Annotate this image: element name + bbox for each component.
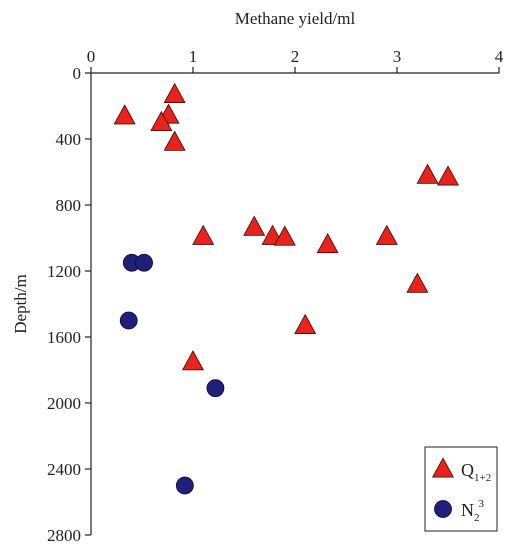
y-tick-label: 0 bbox=[73, 64, 82, 83]
legend-label: N23 bbox=[461, 498, 485, 524]
data-points bbox=[113, 82, 460, 495]
x-tick-label: 2 bbox=[291, 47, 300, 66]
triangle-point bbox=[294, 313, 317, 334]
y-tick-label: 2000 bbox=[47, 394, 81, 413]
x-tick-label: 4 bbox=[495, 47, 504, 66]
circle-point bbox=[119, 311, 138, 330]
x-tick-label: 3 bbox=[393, 47, 402, 66]
y-tick-label: 1200 bbox=[47, 262, 81, 281]
triangle-point bbox=[375, 224, 398, 245]
y-tick-label: 800 bbox=[56, 196, 82, 215]
y-tick-label: 2800 bbox=[47, 526, 81, 545]
triangle-point bbox=[163, 130, 186, 151]
triangle-point bbox=[150, 110, 173, 131]
y-axis-label: Depth/m bbox=[11, 274, 30, 334]
legend-circle-icon bbox=[434, 500, 452, 518]
circle-point bbox=[175, 476, 194, 495]
triangle-point bbox=[243, 215, 266, 236]
circle-point bbox=[135, 253, 153, 272]
triangle-point bbox=[273, 225, 296, 246]
circle-point bbox=[206, 379, 225, 398]
legend: Q1+2 N23 bbox=[424, 446, 498, 532]
y-tick-label: 1600 bbox=[47, 328, 81, 347]
x-tick-label: 0 bbox=[87, 47, 96, 66]
x-tick-label: 1 bbox=[189, 47, 198, 66]
triangle-point bbox=[316, 232, 339, 254]
triangle-point bbox=[192, 224, 215, 245]
y-tick-label: 2400 bbox=[47, 460, 81, 479]
triangle-point bbox=[416, 163, 439, 184]
legend-triangle-icon bbox=[431, 457, 455, 478]
axes: 0 1 2 3 4 0 400 800 1200 1600 2000 2400 2800 bbox=[47, 47, 504, 545]
triangle-point bbox=[181, 350, 205, 371]
triangle-point bbox=[436, 165, 460, 186]
x-axis-label: Methane yield/ml bbox=[235, 9, 356, 28]
y-tick-label: 400 bbox=[56, 130, 82, 149]
triangle-point bbox=[163, 82, 186, 103]
legend-box bbox=[424, 446, 498, 532]
triangle-point bbox=[113, 104, 136, 125]
triangle-point bbox=[406, 272, 429, 293]
legend-label: Q1+2 bbox=[461, 460, 491, 484]
